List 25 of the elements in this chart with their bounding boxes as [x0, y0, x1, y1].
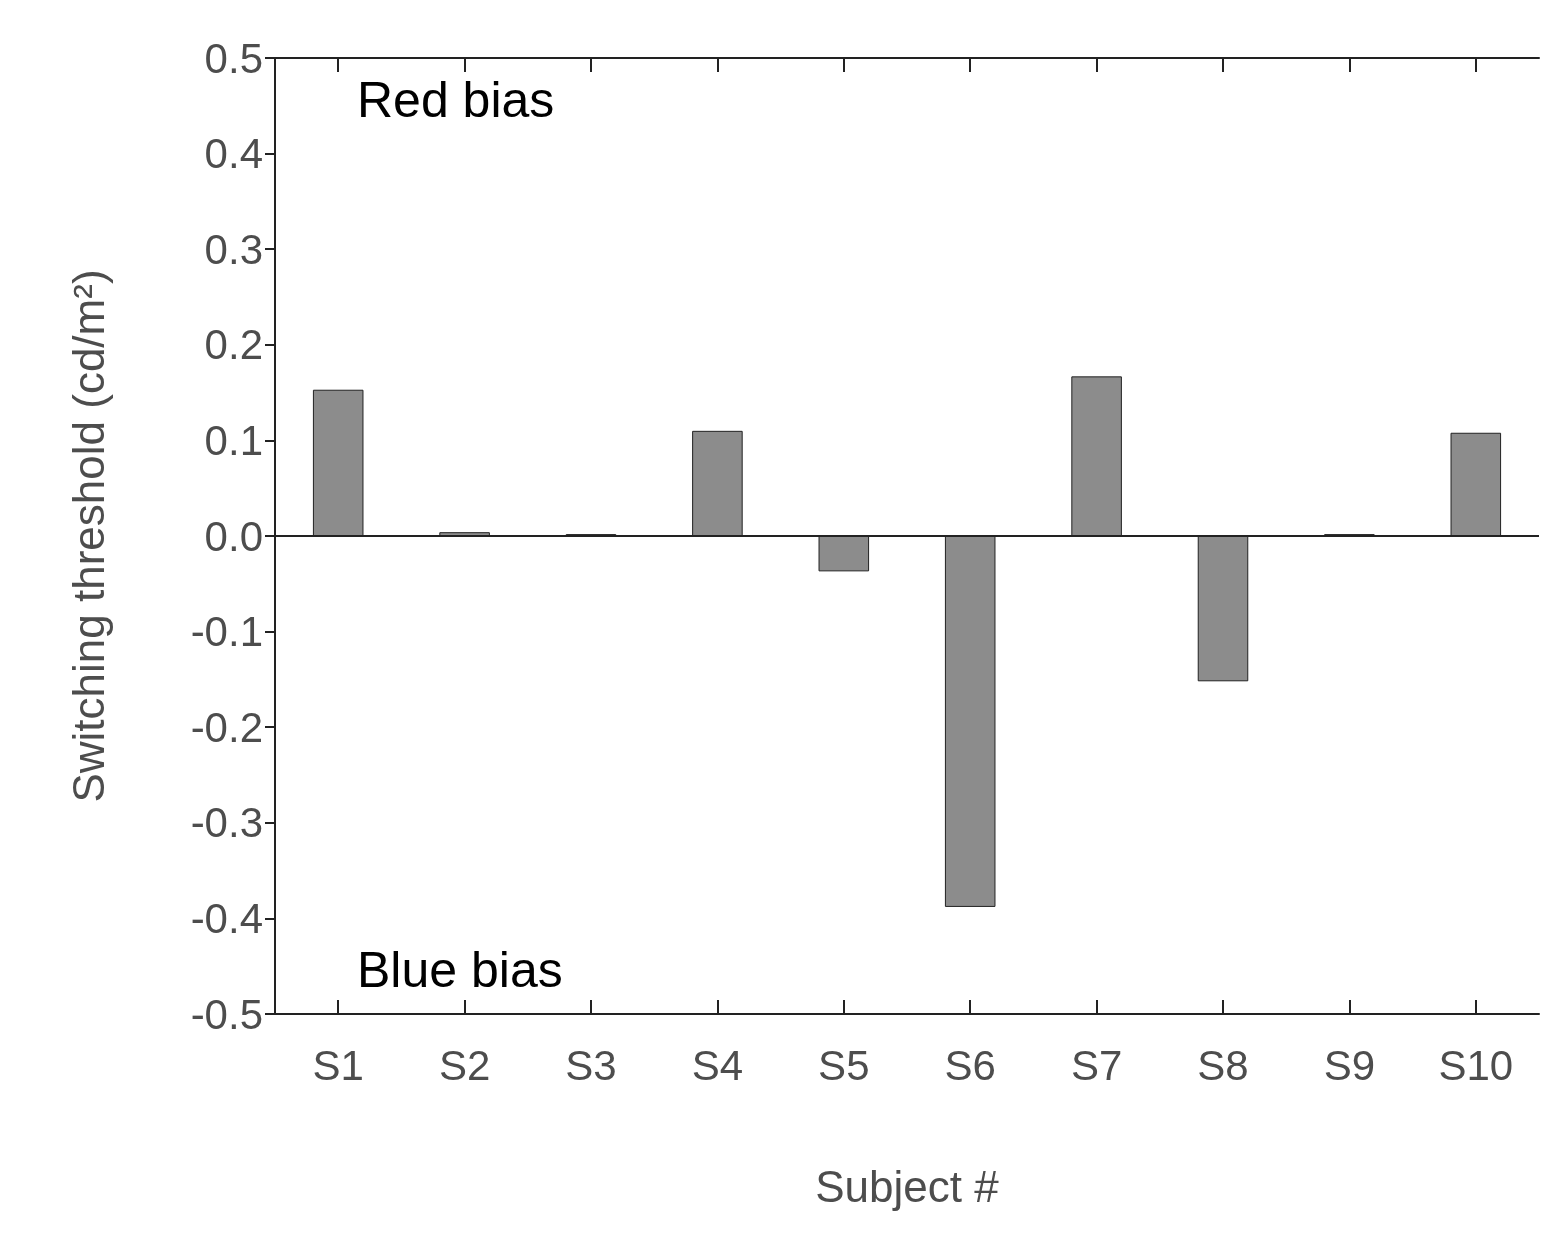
y-tick-label: -0.1 [190, 608, 263, 656]
x-tick-label: S3 [565, 1041, 617, 1089]
y-tick-label: -0.4 [190, 894, 263, 942]
x-tick-label: S9 [1323, 1041, 1376, 1089]
y-tick-label: 0.0 [204, 512, 263, 560]
x-tick-label: S2 [438, 1041, 491, 1089]
x-tick-label: S1 [312, 1041, 364, 1089]
y-tick-label: -0.2 [190, 703, 263, 751]
x-tick-label: S4 [691, 1041, 744, 1089]
y-tick-label: 0.5 [204, 34, 263, 82]
annotation: Blue bias [357, 942, 563, 998]
x-tick-label: S10 [1438, 1041, 1514, 1089]
y-tick-label: 0.3 [204, 225, 263, 273]
y-tick-label: 0.4 [204, 130, 263, 178]
y-tick-label: -0.3 [190, 799, 263, 847]
y-tick-label: -0.5 [190, 990, 263, 1038]
y-axis-title: Switching threshold (cd/m²) [63, 269, 113, 803]
annotation: Red bias [357, 72, 555, 128]
x-tick-label: S7 [1070, 1041, 1123, 1089]
y-tick-label: 0.2 [204, 321, 263, 369]
x-tick-label: S5 [818, 1041, 870, 1089]
x-tick-label: S6 [944, 1041, 996, 1089]
x-tick-label: S8 [1197, 1041, 1249, 1089]
x-axis-title: Subject # [815, 1161, 1000, 1211]
y-tick-label: 0.1 [204, 416, 263, 464]
